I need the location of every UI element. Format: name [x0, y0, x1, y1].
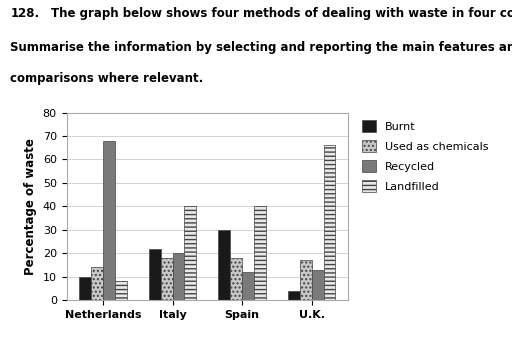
Bar — [312, 270, 324, 300]
Bar — [219, 230, 230, 300]
Bar — [184, 206, 196, 300]
Bar — [324, 145, 335, 300]
Text: The graph below shows four methods of dealing with waste in four countries.: The graph below shows four methods of de… — [51, 7, 512, 20]
Bar — [242, 272, 254, 300]
Bar — [230, 258, 242, 300]
Bar — [254, 206, 266, 300]
Bar — [300, 260, 312, 300]
Text: comparisons where relevant.: comparisons where relevant. — [10, 72, 203, 85]
Bar — [161, 258, 173, 300]
Bar — [288, 291, 300, 300]
Bar — [103, 140, 115, 300]
Bar — [115, 281, 126, 300]
Bar — [79, 277, 91, 300]
Text: Summarise the information by selecting and reporting the main features and make: Summarise the information by selecting a… — [10, 41, 512, 54]
Text: 128.: 128. — [10, 7, 39, 20]
Legend: Burnt, Used as chemicals, Recycled, Landfilled: Burnt, Used as chemicals, Recycled, Land… — [359, 118, 490, 194]
Bar — [149, 249, 161, 300]
Bar — [173, 253, 184, 300]
Bar — [91, 267, 103, 300]
Y-axis label: Percentage of waste: Percentage of waste — [24, 138, 37, 275]
